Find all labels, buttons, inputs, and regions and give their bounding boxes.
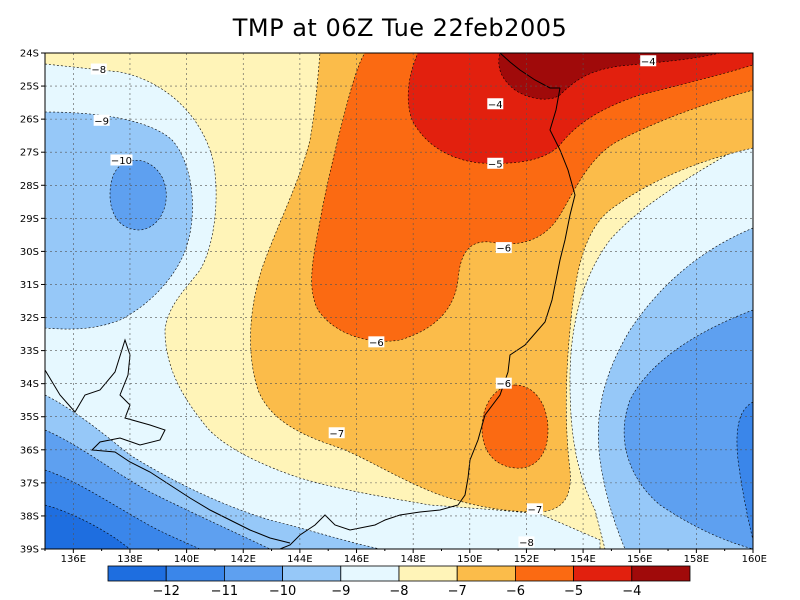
lat-tick-label: 32S xyxy=(20,313,39,324)
lat-tick-label: 26S xyxy=(20,115,39,126)
lat-tick-label: 33S xyxy=(20,346,39,357)
contour-label-bg xyxy=(93,114,110,126)
lon-tick-label: 150E xyxy=(457,554,482,565)
lon-tick-label: 152E xyxy=(514,554,539,565)
contour-label: −6 xyxy=(369,338,384,349)
colorbar-swatch xyxy=(515,565,575,582)
contour-label-bg xyxy=(110,154,133,166)
colorbar-label: −6 xyxy=(506,584,525,599)
lat-tick-label: 28S xyxy=(20,181,39,192)
contour-label-bg xyxy=(495,242,512,254)
colorbar-swatch xyxy=(456,565,516,582)
map-grid xyxy=(45,53,753,549)
lon-tick-label: 144E xyxy=(287,554,312,565)
contour-label: −10 xyxy=(111,156,132,167)
lat-tick-label: 36S xyxy=(20,445,39,456)
contour-label: −7 xyxy=(528,505,543,516)
lon-tick-label: 136E xyxy=(61,554,86,565)
gulf-coast xyxy=(45,338,291,544)
colorbar-label: −4 xyxy=(622,584,641,599)
contour-label-bg xyxy=(526,503,543,515)
contour-label: −8 xyxy=(91,65,106,76)
colorbar-swatch xyxy=(631,565,691,582)
contour-label-bg xyxy=(495,377,512,389)
contour-label: −4 xyxy=(488,100,503,111)
lon-tick-label: 160E xyxy=(742,554,767,565)
lat-tick-label: 27S xyxy=(20,148,39,159)
lat-tick-label: 38S xyxy=(20,511,39,522)
contour-label: −6 xyxy=(496,379,511,390)
lat-tick-label: 37S xyxy=(20,478,39,489)
contour-labels: −8 −9 −10 −4 −4 −5 −6 −6 −6 −7 −7 −8 xyxy=(90,55,657,549)
colorbar-label: −8 xyxy=(389,584,408,599)
lon-tick-label: 142E xyxy=(231,554,256,565)
plot-frame xyxy=(44,52,754,550)
colorbar-swatch xyxy=(282,565,342,582)
band-east-minus11 xyxy=(736,401,753,541)
lon-tick-label: 140E xyxy=(174,554,199,565)
contour-label-bg xyxy=(640,55,657,67)
coastline xyxy=(279,87,576,549)
colorbar-swatch xyxy=(340,565,400,582)
colorbar-swatch xyxy=(398,565,458,582)
lat-tick-label: 35S xyxy=(20,412,39,423)
latitude-axis: 24S 25S 26S 27S 28S 29S 30S 31S 32S 33S 34S 35S 36S 3… xyxy=(20,49,45,556)
contour-label-bg xyxy=(487,98,504,110)
colorbar-label: −10 xyxy=(269,584,296,599)
band-east-minus10 xyxy=(623,309,753,549)
contour-label: −4 xyxy=(641,57,656,68)
lon-tick-label: 156E xyxy=(627,554,652,565)
colorbar-label: −5 xyxy=(564,584,583,599)
contour-label: −8 xyxy=(519,538,534,549)
colorbar: −12 −11 −10 −9 −8 −7 −6 −5 −4 xyxy=(107,565,691,599)
lat-tick-label: 24S xyxy=(20,49,39,60)
lon-tick-label: 158E xyxy=(684,554,709,565)
colorbar-swatch xyxy=(165,565,225,582)
contour-label: −6 xyxy=(496,244,511,255)
band-minus6-minus5-south xyxy=(481,384,549,469)
contour-label-bg xyxy=(368,336,385,348)
filled-contours xyxy=(45,53,753,549)
lon-tick-label: 148E xyxy=(400,554,425,565)
northern-shore xyxy=(499,53,560,89)
contour-label: −9 xyxy=(94,116,109,127)
contour-label-bg xyxy=(328,427,345,439)
longitude-axis: 136E 138E 140E 142E 144E 146E 148E 150E 152E 154E… xyxy=(44,549,767,565)
contour-label-bg xyxy=(518,536,535,548)
lat-tick-label: 25S xyxy=(20,82,39,93)
lon-tick-label: 146E xyxy=(344,554,369,565)
lon-tick-label: 154E xyxy=(570,554,595,565)
contour-label-bg xyxy=(487,157,504,169)
colorbar-label: −11 xyxy=(211,584,238,599)
lat-tick-label: 29S xyxy=(20,214,39,225)
colorbar-label: −9 xyxy=(331,584,350,599)
lat-tick-label: 34S xyxy=(20,379,39,390)
lon-tick-label: 138E xyxy=(117,554,142,565)
colorbar-label: −12 xyxy=(152,584,179,599)
map-title: TMP at 06Z Tue 22feb2005 xyxy=(232,14,568,42)
band-minus5-minus4 xyxy=(407,53,753,164)
colorbar-swatch xyxy=(573,565,633,582)
colorbar-swatch xyxy=(107,565,167,582)
contour-label: −7 xyxy=(329,429,344,440)
colorbar-swatch xyxy=(223,565,283,582)
band-minus11-minus10 xyxy=(109,159,167,231)
lat-tick-label: 30S xyxy=(20,247,39,258)
lat-tick-label: 39S xyxy=(20,545,39,556)
contour-label: −5 xyxy=(488,159,503,170)
lat-tick-label: 31S xyxy=(20,280,39,291)
colorbar-label: −7 xyxy=(448,584,467,599)
contour-label-bg xyxy=(90,63,107,75)
